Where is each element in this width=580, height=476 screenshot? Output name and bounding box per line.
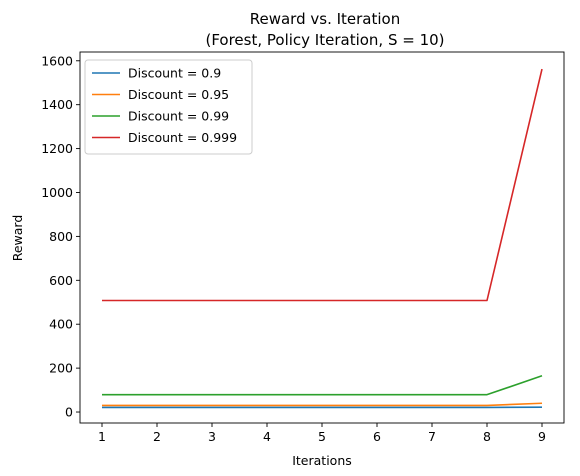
y-tick-label: 1400 — [41, 97, 73, 112]
series-line-2 — [102, 402, 543, 407]
x-tick-label: 3 — [208, 429, 216, 444]
legend-label-4: Discount = 0.999 — [128, 130, 237, 145]
y-tick-label: 0 — [65, 405, 73, 420]
y-tick-label: 1200 — [41, 141, 73, 156]
plot-area: 1 2 3 4 5 6 7 8 9 0 200 400 600 800 1000 1200 1400 1600 Di… — [41, 51, 565, 444]
x-tick-label: 1 — [98, 429, 106, 444]
x-axis-label: Iterations — [292, 453, 352, 468]
y-axis-label: Reward — [10, 215, 25, 262]
x-tick-label: 6 — [373, 429, 381, 444]
chart-title: Reward vs. Iteration — [250, 10, 400, 28]
x-tick-label: 7 — [428, 429, 436, 444]
series-line-3 — [102, 375, 543, 396]
y-tick-label: 200 — [49, 361, 73, 376]
y-tick-label: 400 — [49, 317, 73, 332]
legend-label-1: Discount = 0.9 — [128, 66, 221, 81]
x-tick-label: 2 — [153, 429, 161, 444]
x-tick-label: 5 — [318, 429, 326, 444]
legend-label-2: Discount = 0.95 — [128, 87, 229, 102]
y-tick-label: 1000 — [41, 185, 73, 200]
x-tick-label: 8 — [483, 429, 491, 444]
y-tick-label: 600 — [49, 273, 73, 288]
legend-box — [84, 59, 253, 155]
y-tick-label: 800 — [49, 229, 73, 244]
x-tick-label: 4 — [263, 429, 271, 444]
legend-label-3: Discount = 0.99 — [128, 109, 229, 124]
series-line-4 — [102, 68, 543, 302]
y-tick-label: 1600 — [41, 53, 73, 68]
chart-subtitle: (Forest, Policy Iteration, S = 10) — [205, 31, 444, 49]
x-tick-label: 9 — [538, 429, 546, 444]
